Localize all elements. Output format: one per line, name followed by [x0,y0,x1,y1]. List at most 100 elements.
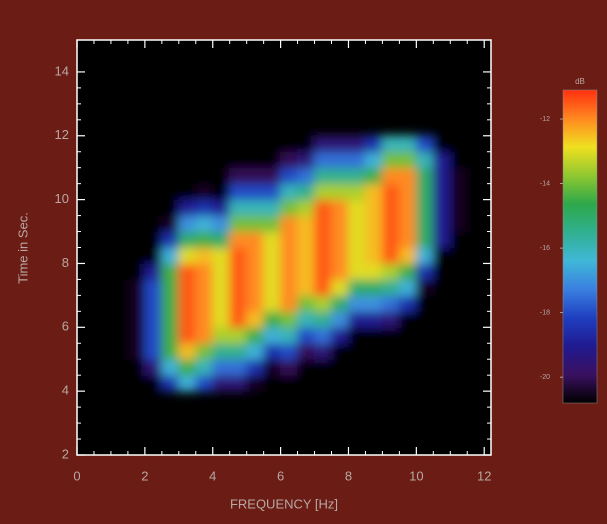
heatmap-cell [178,183,196,200]
heatmap-cell [365,183,383,200]
heatmap-cell [365,215,383,232]
heatmap-cell [297,327,315,344]
heatmap-cell [263,215,281,232]
heatmap-cell [127,327,145,344]
heatmap-cell [433,343,451,360]
heatmap-cell [365,151,383,168]
heatmap-cell [246,247,264,264]
heatmap-cell [246,263,264,280]
heatmap-cell [314,247,332,264]
heatmap-cell [382,375,400,392]
heatmap-cell [348,199,366,216]
heatmap-cell [195,231,213,248]
y-tick-label: 6 [62,319,69,334]
heatmap-cell [229,359,247,376]
heatmap-cell [127,215,145,232]
heatmap-cell [365,279,383,296]
heatmap-cell [297,311,315,328]
heatmap-cell [314,167,332,184]
heatmap-cell [399,375,417,392]
heatmap-cell [433,151,451,168]
heatmap-cell [399,263,417,280]
heatmap-cell [433,199,451,216]
heatmap-cell [161,311,179,328]
chart: FREQUENCY [Hz] Time in Sec. dB -12-14-16… [0,0,607,524]
heatmap-cell [144,199,162,216]
heatmap-cell [365,359,383,376]
heatmap-cell [246,375,264,392]
heatmap-cell [263,279,281,296]
heatmap-cell [450,279,468,296]
heatmap-cell [195,327,213,344]
heatmap-cell [433,359,451,376]
heatmap-cell [229,167,247,184]
heatmap-cell [195,375,213,392]
colorbar [563,90,597,403]
heatmap-cell [416,375,434,392]
heatmap-cell [127,183,145,200]
heatmap-cell [297,279,315,296]
heatmap-cell [195,247,213,264]
heatmap-cell [280,151,298,168]
heatmap-cell [178,375,196,392]
heatmap-cell [178,327,196,344]
heatmap-cell [297,151,315,168]
heatmap-cell [127,279,145,296]
heatmap-cell [144,375,162,392]
heatmap-cell [178,359,196,376]
heatmap-cell [450,263,468,280]
heatmap-cell [314,327,332,344]
heatmap-cell [382,279,400,296]
heatmap-cell [195,199,213,216]
colorbar-tick-label: -16 [540,245,550,252]
heatmap-cell [161,359,179,376]
heatmap-cell [365,327,383,344]
heatmap-cell [365,231,383,248]
heatmap-cell [382,231,400,248]
heatmap-cell [144,151,162,168]
heatmap-cell [399,359,417,376]
colorbar-tick-label: -12 [540,116,550,123]
heatmap-cell [212,359,230,376]
heatmap-cell [144,343,162,360]
heatmap-cell [212,327,230,344]
heatmap-cell [127,135,145,152]
heatmap-cell [212,135,230,152]
heatmap-cell [280,199,298,216]
heatmap-cell [212,167,230,184]
heatmap-cell [246,327,264,344]
heatmap-cell [195,311,213,328]
heatmap-cell [178,263,196,280]
heatmap-cell [246,215,264,232]
heatmap-cell [263,151,281,168]
heatmap-cell [399,247,417,264]
heatmap-cell [399,231,417,248]
heatmap-cell [195,359,213,376]
heatmap-cell [212,279,230,296]
heatmap-cell [297,247,315,264]
x-tick-label: 10 [409,468,423,483]
heatmap-cell [450,135,468,152]
heatmap-cells [127,135,467,391]
heatmap-cell [280,327,298,344]
heatmap-cell [161,231,179,248]
heatmap-cell [280,135,298,152]
heatmap-cell [399,311,417,328]
heatmap-cell [348,263,366,280]
heatmap-cell [399,327,417,344]
heatmap-cell [382,151,400,168]
heatmap-cell [365,343,383,360]
heatmap-cell [331,263,349,280]
heatmap-cell [348,215,366,232]
heatmap-cell [144,167,162,184]
x-tick-label: 8 [345,468,352,483]
heatmap-cell [195,279,213,296]
heatmap-cell [229,135,247,152]
heatmap-cell [212,199,230,216]
heatmap-cell [331,151,349,168]
heatmap-cell [314,199,332,216]
heatmap-cell [348,247,366,264]
heatmap-cell [314,279,332,296]
heatmap-cell [212,375,230,392]
heatmap-cell [161,263,179,280]
